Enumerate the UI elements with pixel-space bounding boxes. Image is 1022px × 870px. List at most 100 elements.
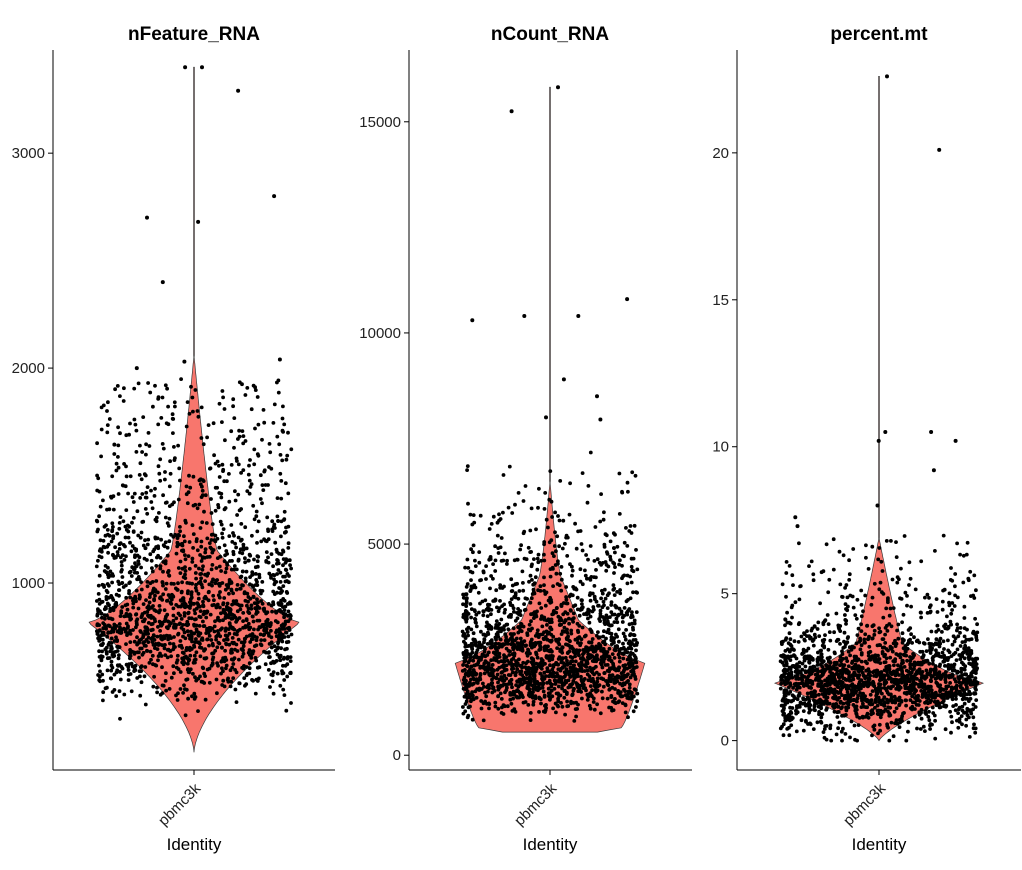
data-point bbox=[247, 633, 252, 638]
data-point bbox=[498, 583, 503, 587]
data-point bbox=[528, 718, 533, 722]
data-point bbox=[798, 584, 803, 588]
data-point bbox=[189, 384, 193, 389]
data-point bbox=[202, 596, 207, 600]
data-point bbox=[259, 638, 264, 642]
data-point bbox=[223, 587, 228, 592]
data-point bbox=[556, 704, 560, 709]
data-point bbox=[908, 576, 913, 581]
outlier-point bbox=[544, 415, 548, 420]
data-point bbox=[111, 525, 115, 529]
data-point bbox=[224, 604, 229, 609]
data-point bbox=[278, 471, 283, 476]
data-point bbox=[495, 533, 500, 538]
data-point bbox=[97, 663, 101, 668]
data-point bbox=[178, 687, 183, 691]
data-point bbox=[269, 661, 273, 666]
data-point bbox=[476, 590, 481, 595]
data-point bbox=[219, 495, 224, 500]
data-point bbox=[278, 630, 282, 635]
data-point bbox=[586, 484, 591, 488]
data-point bbox=[535, 628, 540, 633]
data-point bbox=[630, 610, 634, 614]
data-point bbox=[551, 609, 556, 614]
data-point bbox=[529, 596, 534, 601]
outlier-point bbox=[561, 377, 566, 382]
data-point bbox=[191, 601, 196, 606]
data-point bbox=[530, 695, 535, 700]
data-point bbox=[505, 704, 510, 709]
data-point bbox=[99, 657, 104, 662]
data-point bbox=[164, 688, 169, 693]
data-point bbox=[157, 511, 161, 515]
data-point bbox=[252, 517, 257, 522]
data-point bbox=[581, 652, 585, 657]
data-point bbox=[909, 604, 913, 609]
data-point bbox=[883, 641, 888, 645]
data-point bbox=[104, 570, 109, 574]
data-point bbox=[473, 585, 478, 590]
data-point bbox=[634, 548, 638, 552]
data-point bbox=[468, 569, 473, 574]
data-point bbox=[255, 554, 260, 558]
data-point bbox=[202, 555, 207, 560]
data-point bbox=[478, 675, 482, 680]
data-point bbox=[945, 614, 949, 619]
data-point bbox=[213, 581, 218, 586]
data-point bbox=[178, 639, 183, 643]
data-point bbox=[233, 498, 238, 503]
data-point bbox=[873, 705, 877, 710]
data-point bbox=[932, 713, 937, 718]
data-point bbox=[564, 535, 569, 540]
data-point bbox=[162, 544, 167, 549]
data-point bbox=[485, 669, 490, 674]
data-point bbox=[182, 611, 187, 615]
data-point bbox=[850, 661, 854, 665]
data-point bbox=[472, 677, 477, 682]
data-point bbox=[518, 613, 523, 617]
data-point bbox=[499, 697, 504, 701]
data-point bbox=[498, 586, 503, 590]
outlier-point bbox=[272, 194, 277, 199]
data-point bbox=[487, 623, 492, 628]
data-point bbox=[838, 582, 843, 587]
data-point bbox=[116, 455, 120, 459]
data-point bbox=[542, 552, 546, 557]
data-point bbox=[276, 519, 280, 523]
data-point bbox=[229, 625, 234, 629]
data-point bbox=[846, 649, 851, 654]
data-point bbox=[267, 633, 271, 638]
y-tick-label: 3000 bbox=[12, 145, 45, 162]
data-point bbox=[526, 693, 531, 697]
data-point bbox=[156, 625, 160, 629]
data-point bbox=[539, 614, 544, 619]
data-point bbox=[545, 681, 549, 685]
data-point bbox=[117, 622, 122, 626]
data-point bbox=[255, 541, 259, 545]
data-point bbox=[509, 589, 514, 593]
data-point bbox=[878, 728, 882, 733]
data-point bbox=[153, 383, 157, 388]
data-point bbox=[494, 619, 499, 623]
data-point bbox=[559, 701, 563, 705]
data-point bbox=[508, 697, 513, 702]
data-point bbox=[221, 607, 226, 612]
data-point bbox=[538, 661, 543, 665]
data-point bbox=[778, 726, 783, 731]
data-point bbox=[268, 685, 272, 689]
data-point bbox=[123, 630, 128, 634]
data-point bbox=[175, 536, 180, 540]
data-point bbox=[612, 656, 617, 660]
data-point bbox=[863, 593, 868, 598]
data-point bbox=[625, 581, 630, 586]
data-point bbox=[282, 693, 287, 697]
data-point bbox=[112, 622, 117, 627]
data-point bbox=[188, 653, 193, 658]
data-point bbox=[615, 645, 619, 650]
data-point bbox=[131, 598, 135, 603]
data-point bbox=[243, 683, 247, 688]
data-point bbox=[252, 462, 257, 467]
data-point bbox=[150, 506, 155, 511]
data-point bbox=[151, 588, 156, 593]
data-point bbox=[183, 557, 188, 562]
